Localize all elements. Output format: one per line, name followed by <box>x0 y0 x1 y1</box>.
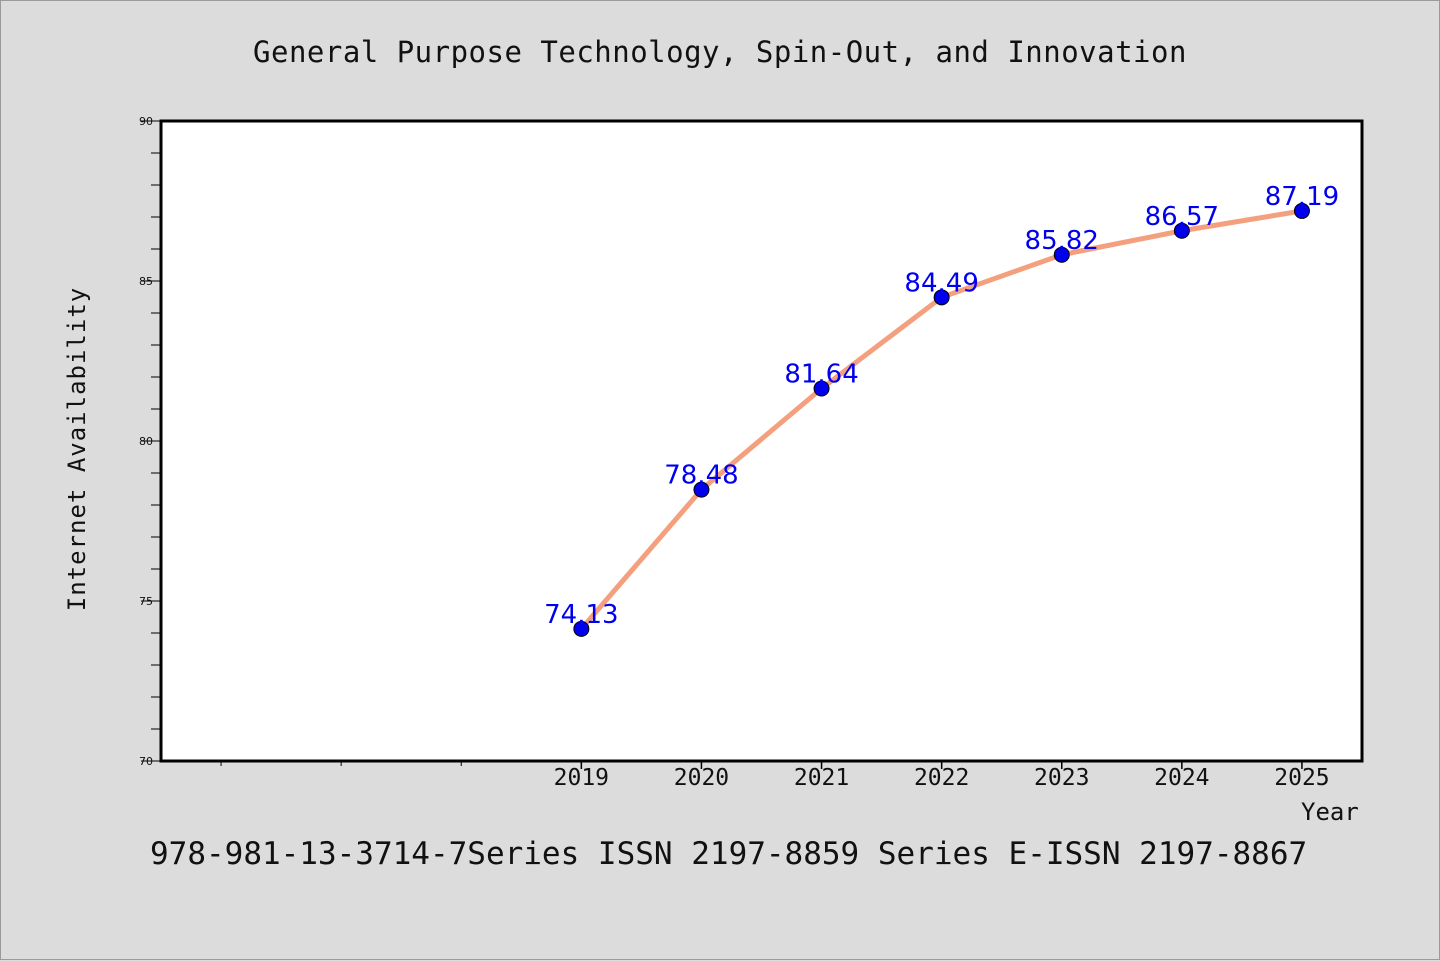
x-tick-label: 2023 <box>1034 765 1089 791</box>
data-point <box>1053 246 1070 263</box>
data-label: 78.48 <box>664 461 738 491</box>
footer-text: 978-981-13-3714-7Series ISSN 2197-8859 S… <box>150 836 1308 872</box>
chart-title: General Purpose Technology, Spin-Out, an… <box>253 35 1187 69</box>
x-tick-label: 2019 <box>554 765 609 791</box>
data-point <box>1173 222 1190 239</box>
y-tick-label: 85 <box>139 275 153 288</box>
data-point <box>573 620 590 637</box>
x-tick-label: 2024 <box>1154 765 1209 791</box>
data-point <box>813 380 830 397</box>
data-point <box>933 289 950 306</box>
x-tick-label: 2022 <box>914 765 969 791</box>
data-label: 86.57 <box>1145 202 1219 232</box>
data-point <box>693 481 710 498</box>
y-tick-label: 75 <box>139 595 153 608</box>
data-label: 85.82 <box>1025 226 1099 256</box>
x-tick-label: 2021 <box>794 765 849 791</box>
data-label: 87.19 <box>1265 182 1339 212</box>
data-label: 74.13 <box>544 600 618 630</box>
y-tick-label: 70 <box>139 755 153 768</box>
y-tick-label: 90 <box>139 115 153 128</box>
x-tick-label: 2020 <box>674 765 729 791</box>
x-axis-label: Year <box>1301 798 1359 826</box>
data-label: 84.49 <box>904 268 978 298</box>
data-point <box>1293 202 1310 219</box>
x-tick-label: 2025 <box>1274 765 1329 791</box>
y-tick-label: 80 <box>139 435 153 448</box>
data-label: 81.64 <box>784 360 858 390</box>
